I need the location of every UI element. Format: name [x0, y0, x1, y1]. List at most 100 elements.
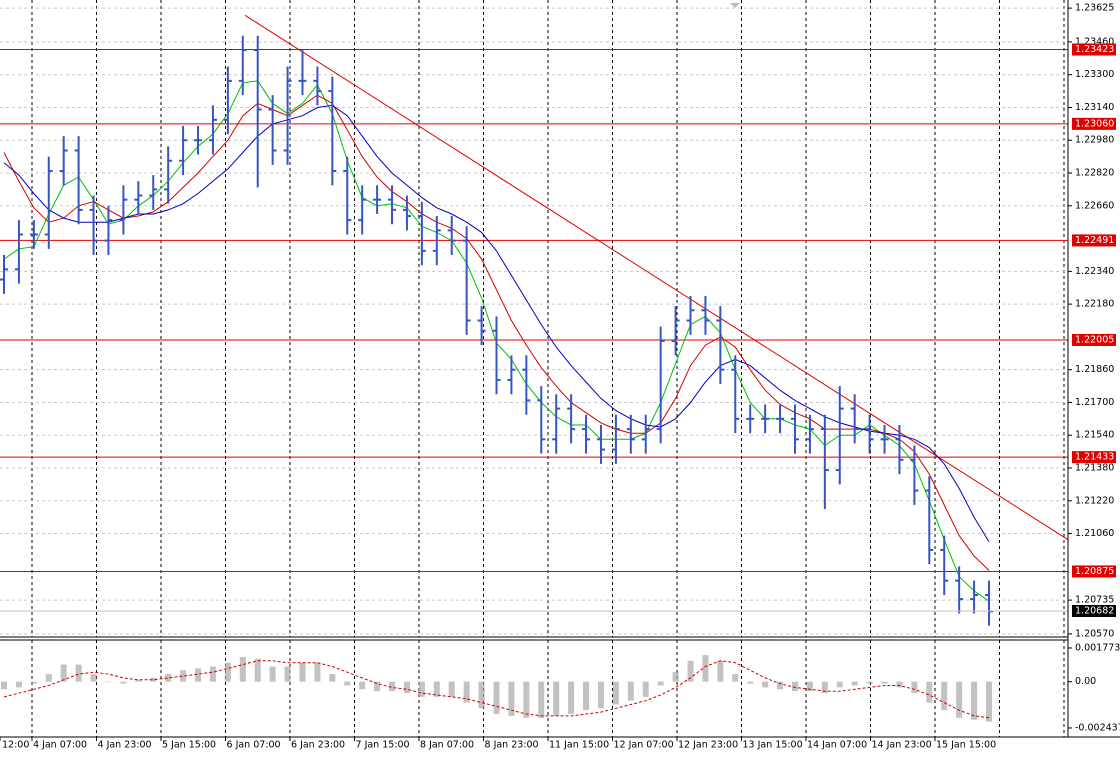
time-label: 7 Jan 15:00 [356, 740, 410, 751]
histogram-bar [493, 681, 500, 714]
current-price-label: 1.20682 [1075, 605, 1114, 616]
histogram-bar [165, 674, 172, 682]
histogram-bar [896, 681, 903, 688]
histogram-bar [314, 662, 321, 682]
current-price-tag [1072, 604, 1116, 617]
histogram-bar [60, 664, 67, 682]
histogram-bar [523, 681, 530, 718]
histogram-bar [821, 681, 828, 694]
histogram-bar [956, 681, 963, 718]
histogram-bar [597, 681, 604, 709]
histogram-bar [806, 681, 813, 692]
time-label: 15 Jan 15:00 [936, 740, 996, 751]
histogram-bar [254, 658, 261, 682]
time-label: 6 Jan 07:00 [227, 740, 281, 751]
histogram-bar [359, 681, 366, 690]
histogram-bar [926, 681, 933, 703]
time-label: 12:00 [2, 740, 29, 751]
y-tick-label: 1.23300 [1075, 69, 1114, 80]
histogram-bar [553, 681, 560, 716]
histogram-bar [732, 674, 739, 682]
histogram-bar [224, 662, 231, 682]
y-tick-label: 1.22980 [1075, 135, 1114, 146]
time-label: 14 Jan 07:00 [807, 740, 867, 751]
histogram-bar [941, 681, 948, 711]
y-tick-label: 1.21540 [1075, 430, 1114, 441]
time-label: 11 Jan 15:00 [549, 740, 609, 751]
level-label: 1.22005 [1075, 334, 1114, 345]
y-tick-label: 1.21700 [1075, 397, 1114, 408]
time-label: 8 Jan 07:00 [420, 740, 474, 751]
level-label: 1.23060 [1075, 118, 1114, 129]
y-tick-label: 1.23140 [1075, 102, 1114, 113]
histogram-bar [284, 666, 291, 682]
histogram-bar [478, 681, 485, 709]
level-tag [1072, 234, 1116, 247]
y-tick-label: 1.22340 [1075, 266, 1114, 277]
histogram-bar [851, 681, 858, 686]
plot [0, 14, 1069, 722]
histogram-bar [209, 666, 216, 682]
y-tick-label: 1.22180 [1075, 299, 1114, 310]
histogram-bar [463, 681, 470, 703]
histogram-bar [627, 681, 634, 701]
y-tick-label: 1.23460 [1075, 36, 1114, 47]
histogram-bar [150, 677, 157, 682]
time-label: 6 Jan 23:00 [291, 740, 345, 751]
histogram-bar [717, 660, 724, 682]
signal-line [3, 660, 990, 719]
level-tag [1072, 43, 1116, 56]
histogram-bar [791, 681, 798, 692]
histogram-bar [120, 681, 127, 684]
y-tick-label: 1.22820 [1075, 168, 1114, 179]
level-tag [1072, 333, 1116, 346]
level-label: 1.20875 [1075, 566, 1114, 577]
histogram-bar [195, 668, 202, 682]
histogram-bar [403, 681, 410, 694]
time-label: 8 Jan 23:00 [485, 740, 539, 751]
time-label: 13 Jan 15:00 [743, 740, 803, 751]
level-label: 1.23423 [1075, 44, 1114, 55]
histogram-bar [672, 672, 679, 682]
histogram-bar [344, 681, 351, 686]
histogram-bar [986, 681, 992, 722]
histogram-bar [448, 681, 455, 697]
histogram-bar [702, 655, 709, 682]
level-label: 1.21433 [1075, 452, 1114, 463]
histogram-bar [135, 679, 142, 682]
time-label: 5 Jan 15:00 [162, 740, 216, 751]
y-tick-label: 1.21060 [1075, 528, 1114, 539]
trendline [244, 14, 1069, 541]
histogram-bar [75, 664, 82, 682]
histogram-bar [433, 681, 440, 697]
time-label: 4 Jan 23:00 [98, 740, 152, 751]
histogram-bar [583, 681, 590, 711]
histogram-bar [30, 681, 37, 684]
histogram-bar [971, 681, 978, 720]
histogram-bar [687, 660, 694, 682]
histogram-bar [911, 681, 918, 694]
histogram-bar [777, 681, 784, 690]
histogram-bar [90, 674, 97, 682]
histogram-bar [299, 662, 306, 682]
histogram-bar [15, 681, 22, 688]
y-tick-label: 1.20735 [1075, 595, 1114, 606]
time-label: 12 Jan 07:00 [614, 740, 674, 751]
y-tick-label: 1.23625 [1075, 3, 1114, 14]
histogram-bar [881, 681, 888, 684]
time-label: 12 Jan 23:00 [678, 740, 738, 751]
histogram-bar [568, 681, 575, 714]
histogram-bar [642, 681, 649, 697]
histogram-bar [508, 681, 515, 716]
y-tick-label: 1.21220 [1075, 495, 1114, 506]
histogram-bar [180, 670, 187, 682]
level-tag [1072, 117, 1116, 130]
y-tick-label: 0.001773 [1075, 642, 1120, 653]
histogram-bar [329, 674, 336, 682]
histogram-bar [657, 681, 664, 686]
y-tick-label: 0.00 [1075, 676, 1096, 687]
histogram-bar [1, 681, 7, 690]
histogram-bar [866, 681, 873, 684]
